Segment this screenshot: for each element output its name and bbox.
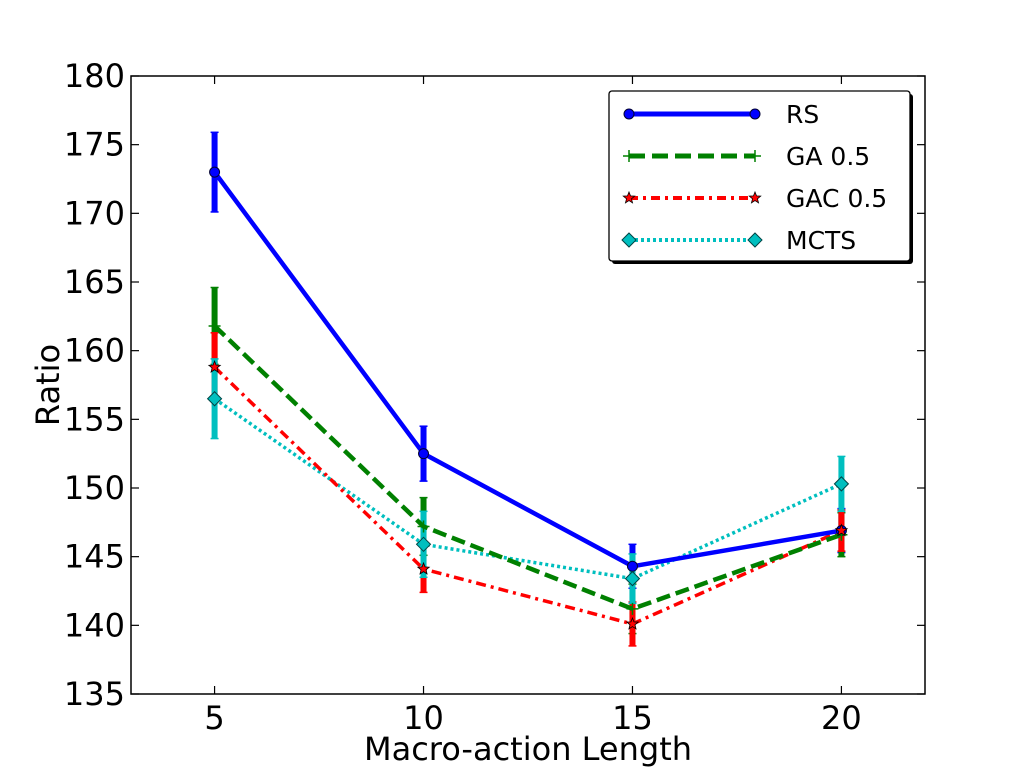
legend-box — [608, 90, 911, 262]
legend-marker — [623, 150, 635, 162]
legend-marker — [622, 190, 636, 204]
data-point — [626, 560, 638, 572]
data-point — [209, 166, 221, 178]
x-tick-label: 15 — [612, 699, 653, 737]
x-tick-label: 20 — [821, 699, 862, 737]
legend-marker — [623, 108, 635, 120]
axis-ticks: 5 10 15 20 135 140 145 150 155 160 165 170 175 180 — [64, 57, 925, 737]
series-line-rs — [212, 170, 842, 569]
y-tick-label: 160 — [64, 332, 125, 370]
y-tick-label: 175 — [64, 126, 125, 164]
y-tick-label: 135 — [64, 675, 125, 713]
y-axis-label: Ratio — [29, 344, 67, 426]
data-point — [625, 616, 640, 630]
legend-label: GAC 0.5 — [786, 184, 887, 213]
y-tick-label: 180 — [64, 57, 125, 95]
legend-label: RS — [786, 100, 819, 129]
legend-marker — [749, 108, 761, 120]
legend-label: MCTS — [786, 226, 856, 255]
legend-marker — [747, 232, 763, 248]
plot-content — [206, 131, 850, 647]
y-tick-label: 155 — [64, 400, 125, 438]
y-tick-label: 150 — [64, 469, 125, 507]
axes-frame — [130, 75, 926, 695]
legend-marker — [749, 150, 761, 162]
data-point — [626, 602, 639, 615]
x-tick-label: 10 — [403, 699, 444, 737]
x-axis-label: Macro-action Length — [364, 730, 692, 768]
legend-label: GA 0.5 — [786, 142, 870, 171]
data-point — [834, 523, 849, 537]
y-tick-label: 140 — [64, 606, 125, 644]
data-point — [416, 561, 431, 575]
y-tick-label: 170 — [64, 194, 125, 232]
series-line-gac-0-5 — [213, 365, 843, 626]
data-point — [415, 536, 432, 553]
legend-marker — [621, 232, 637, 248]
data-point — [624, 570, 641, 587]
legend-marker — [748, 190, 762, 204]
data-point — [418, 448, 430, 460]
data-point — [207, 360, 222, 373]
data-point — [417, 520, 430, 533]
data-point — [833, 476, 850, 492]
y-tick-label: 145 — [64, 538, 125, 576]
y-tick-label: 165 — [64, 263, 125, 301]
x-tick-label: 5 — [204, 699, 224, 737]
series-2-error-bars — [210, 332, 846, 647]
legend: RS GA 0.5 GAC 0.5 MCTS — [608, 90, 913, 264]
data-point — [206, 391, 223, 407]
series-line-ga-0-5 — [213, 324, 843, 612]
series-line-mcts — [213, 397, 843, 581]
data-point — [208, 319, 221, 332]
